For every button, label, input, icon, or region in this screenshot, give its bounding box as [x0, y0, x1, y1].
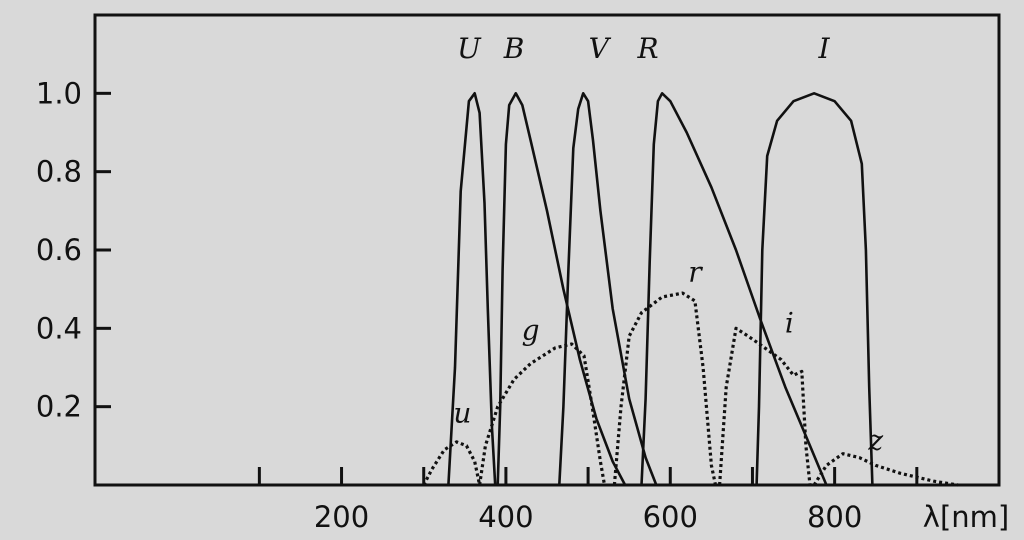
series-line-I-solid: [755, 92, 874, 486]
series-label-U: U: [457, 32, 482, 65]
series-line-r-dotted: [612, 291, 718, 486]
y-tick-label-0.6: 0.6: [36, 233, 82, 267]
x-tick-label-200: 200: [314, 500, 369, 534]
series-label-u: u: [453, 396, 471, 429]
ticks-layer: [95, 91, 919, 485]
y-tick-label-0.2: 0.2: [36, 390, 82, 424]
curves-layer: [422, 92, 959, 487]
series-label-I: I: [817, 32, 830, 65]
plot-area: [93, 13, 1001, 487]
x-axis-label: λ[nm]: [923, 500, 1009, 534]
y-tick-label-0.8: 0.8: [36, 155, 82, 189]
series-line-g-dotted: [478, 342, 607, 486]
labels-layer: U B V R Iu g r i z 200 400 600 800 0.2 0.4 0.6 0.8 1.0: [36, 32, 883, 534]
series-line-U-solid: [447, 92, 497, 486]
series-label-V: V: [589, 32, 612, 65]
series-label-R: R: [637, 32, 659, 65]
x-tick-label-800: 800: [807, 500, 862, 534]
series-label-i: i: [785, 306, 794, 339]
x-tick-label-600: 600: [643, 500, 698, 534]
series-line-u-dotted: [422, 440, 482, 486]
y-tick-label-1: 1.0: [36, 76, 82, 110]
series-label-r: r: [688, 255, 703, 288]
series-line-z-dotted: [812, 452, 959, 487]
y-tick-label-0.4: 0.4: [36, 311, 82, 345]
series-line-R-solid: [640, 92, 828, 486]
series-label-B: B: [503, 32, 525, 65]
series-line-V-solid: [558, 92, 658, 486]
series-label-g: g: [522, 314, 540, 347]
series-label-z: z: [867, 424, 883, 457]
series-line-i-dotted: [718, 326, 812, 486]
x-tick-label-400: 400: [478, 500, 533, 534]
